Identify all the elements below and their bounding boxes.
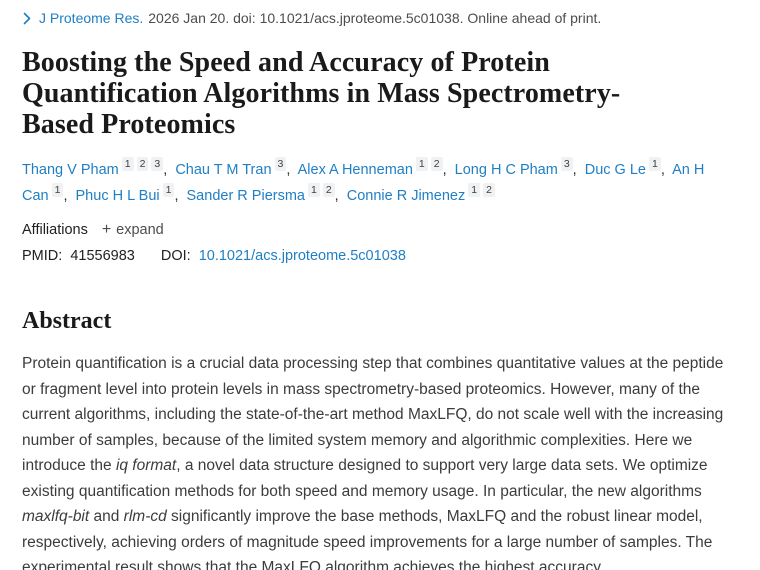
- author-separator: ,: [174, 188, 179, 204]
- author-affiliation-superscript[interactable]: 2: [483, 183, 495, 197]
- pmid-label: PMID:: [22, 248, 63, 264]
- author-separator: ,: [660, 162, 665, 178]
- author-link[interactable]: Sander R Piersma: [186, 188, 305, 204]
- citation-bar: J Proteome Res. 2026 Jan 20. doi: 10.102…: [22, 10, 736, 26]
- author-affiliation-superscript[interactable]: 3: [560, 157, 573, 171]
- author-affiliation-superscript[interactable]: 3: [151, 157, 164, 171]
- affiliations-expand-button[interactable]: + expand: [101, 221, 164, 239]
- abstract-text: and: [89, 508, 124, 525]
- author-affiliation-superscript[interactable]: 1: [307, 183, 320, 197]
- author-link[interactable]: An H Can: [22, 162, 705, 204]
- author-affiliation-superscript[interactable]: 1: [415, 157, 428, 171]
- identifiers-row: PMID: 41556983 DOI: 10.1021/acs.jproteom…: [22, 248, 736, 264]
- author-affiliation-superscript[interactable]: 1: [648, 157, 661, 171]
- author-link[interactable]: Thang V Pham: [22, 162, 119, 178]
- author-affiliation-superscript[interactable]: 2: [322, 183, 335, 197]
- abstract-text: , a novel data structure designed to sup…: [22, 457, 708, 500]
- author-link[interactable]: Connie R Jimenez: [346, 188, 466, 204]
- author-affiliation-superscript[interactable]: 1: [162, 183, 175, 197]
- expand-label: expand: [116, 222, 164, 238]
- author-affiliation-superscript[interactable]: 1: [51, 183, 64, 197]
- title-line-1: Boosting the Speed and Accuracy of Prote…: [22, 47, 550, 78]
- author-separator: ,: [442, 162, 447, 178]
- author-affiliation-superscript[interactable]: 1: [468, 183, 481, 197]
- author-link[interactable]: Alex A Henneman: [297, 162, 413, 178]
- author-separator: ,: [286, 162, 291, 178]
- article-title: Boosting the Speed and Accuracy of Prote…: [22, 47, 736, 140]
- title-line-3: Based Proteomics: [22, 109, 236, 140]
- author-affiliation-superscript[interactable]: 3: [274, 157, 287, 171]
- author-item: Chau T M Tran 3: [175, 157, 287, 178]
- doi-group: DOI: 10.1021/acs.jproteome.5c01038: [161, 248, 406, 264]
- doi-link[interactable]: 10.1021/acs.jproteome.5c01038: [198, 248, 406, 264]
- pmid-value: 41556983: [70, 248, 135, 264]
- author-item: Phuc H L Bui 1: [75, 183, 175, 204]
- abstract-italic-term: rlm-cd: [123, 508, 167, 525]
- abstract-italic-term: maxlfq-bit: [22, 508, 90, 525]
- abstract-text: Protein quantification is a crucial data…: [22, 355, 724, 474]
- doi-label: DOI:: [160, 248, 191, 264]
- author-link[interactable]: Long H C Pham: [454, 162, 558, 178]
- author-link[interactable]: Duc G Le: [584, 162, 646, 178]
- author-separator: ,: [63, 188, 68, 204]
- abstract-italic-term: iq format: [115, 457, 177, 474]
- author-link[interactable]: Phuc H L Bui: [75, 188, 160, 204]
- author-affiliation-superscript[interactable]: 2: [430, 157, 443, 171]
- author-item: An H Can 1: [22, 162, 704, 204]
- author-separator: ,: [334, 188, 339, 204]
- affiliations-row: Affiliations + expand: [22, 221, 736, 239]
- author-link[interactable]: Chau T M Tran: [175, 162, 272, 178]
- author-separator: ,: [572, 162, 577, 178]
- affiliations-label: Affiliations: [22, 222, 88, 238]
- author-separator: ,: [163, 162, 168, 178]
- author-item: Sander R Piersma 1 2: [186, 183, 335, 204]
- title-line-2: Quantification Algorithms in Mass Spectr…: [22, 78, 621, 109]
- plus-icon: +: [101, 221, 112, 238]
- author-item: Alex A Henneman 1 2: [297, 157, 443, 178]
- author-item: Duc G Le 1: [584, 157, 661, 178]
- citation-text: 2026 Jan 20. doi: 10.1021/acs.jproteome.…: [148, 10, 602, 26]
- chevron-right-icon[interactable]: [22, 12, 32, 25]
- abstract-heading: Abstract: [22, 308, 112, 334]
- author-item: Connie R Jimenez 1 2: [346, 183, 495, 204]
- pmid-group: PMID: 41556983: [22, 248, 139, 264]
- abstract-text: significantly improve the base methods, …: [22, 508, 713, 570]
- journal-link[interactable]: J Proteome Res.: [39, 10, 144, 26]
- author-item: Thang V Pham 1 2 3: [22, 157, 164, 178]
- author-affiliation-superscript[interactable]: 1: [121, 157, 134, 171]
- author-affiliation-superscript[interactable]: 2: [136, 157, 149, 171]
- abstract-paragraph: Protein quantification is a crucial data…: [22, 351, 736, 570]
- author-item: Long H C Pham 3: [454, 157, 573, 178]
- abstract-section: Abstract Protein quantification is a cru…: [22, 308, 736, 570]
- authors-list: Thang V Pham 1 2 3, Chau T M Tran 3, Alex A …: [22, 157, 722, 209]
